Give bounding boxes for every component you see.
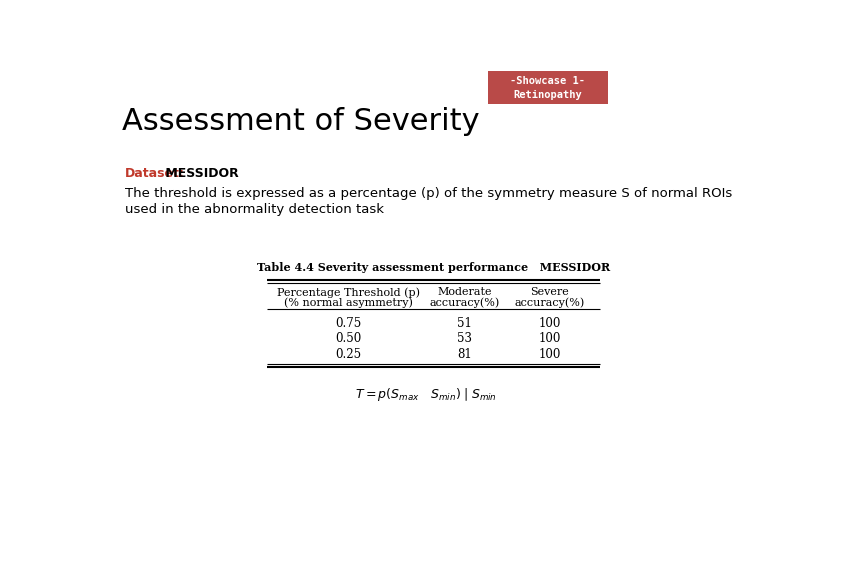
Text: The threshold is expressed as a percentage (p) of the symmetry measure S of norm: The threshold is expressed as a percenta… (125, 187, 733, 200)
Text: Assessment of Severity: Assessment of Severity (122, 107, 480, 136)
Text: Moderate: Moderate (437, 287, 492, 297)
Text: 0.50: 0.50 (335, 332, 361, 345)
Text: 0.75: 0.75 (335, 317, 361, 329)
Text: $T = p(S_{max} \quad S_{min}) \mid S_{min}$: $T = p(S_{max} \quad S_{min}) \mid S_{mi… (355, 385, 497, 403)
Text: accuracy(%): accuracy(%) (515, 297, 585, 308)
FancyBboxPatch shape (488, 71, 608, 104)
Text: Retinopathy: Retinopathy (513, 89, 582, 100)
Text: Table 4.4 Severity assessment performance   MESSIDOR: Table 4.4 Severity assessment performanc… (257, 262, 610, 272)
Text: 0.25: 0.25 (335, 347, 361, 361)
Text: Severe: Severe (530, 287, 569, 297)
Text: used in the abnormality detection task: used in the abnormality detection task (125, 203, 384, 216)
Text: accuracy(%): accuracy(%) (429, 297, 499, 308)
Text: 100: 100 (538, 332, 561, 345)
Text: 53: 53 (457, 332, 472, 345)
Text: (% normal asymmetry): (% normal asymmetry) (283, 297, 413, 308)
Text: 100: 100 (538, 347, 561, 361)
Text: Percentage Threshold (p): Percentage Threshold (p) (276, 287, 420, 298)
Text: 100: 100 (538, 317, 561, 329)
Text: MESSIDOR: MESSIDOR (162, 166, 239, 180)
Text: 81: 81 (457, 347, 472, 361)
Text: -Showcase 1-: -Showcase 1- (511, 75, 585, 86)
Text: Dataset:: Dataset: (125, 166, 185, 180)
Text: 51: 51 (457, 317, 472, 329)
